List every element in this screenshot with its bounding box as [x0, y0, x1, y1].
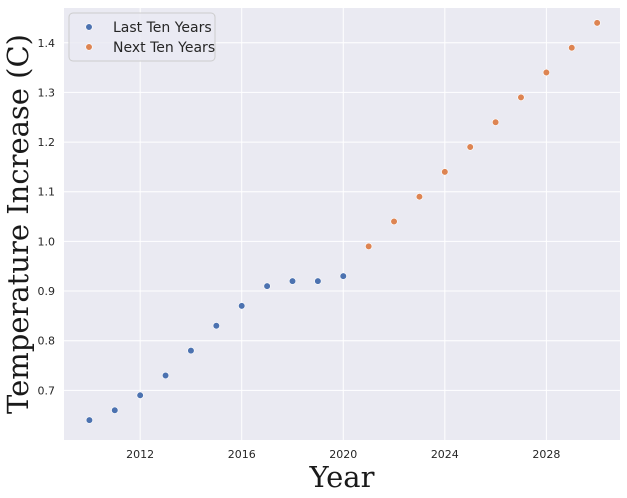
x-tick-label: 2028	[532, 448, 560, 461]
legend-box	[68, 12, 216, 62]
point-last-ten-years	[85, 416, 93, 424]
y-tick-label: 0.9	[38, 285, 56, 298]
point-next-ten-years	[593, 19, 601, 27]
grid-lines	[64, 8, 620, 440]
point-last-ten-years	[263, 282, 271, 290]
point-next-ten-years	[365, 242, 373, 250]
y-axis-label: Temperature Increase (C)	[1, 34, 35, 414]
point-last-ten-years	[314, 277, 322, 285]
x-tick-label: 2020	[329, 448, 357, 461]
point-last-ten-years	[238, 302, 246, 310]
point-next-ten-years	[390, 217, 398, 226]
x-axis-ticks: 2012 2016 2020 2024 2028	[126, 448, 560, 461]
y-tick-label: 0.8	[38, 335, 56, 348]
point-last-ten-years	[187, 347, 195, 355]
point-last-ten-years	[288, 277, 297, 285]
point-next-ten-years	[568, 44, 576, 52]
x-axis-label: Year	[309, 460, 375, 494]
point-next-ten-years	[441, 168, 449, 176]
point-next-ten-years	[517, 93, 525, 101]
y-tick-label: 0.7	[38, 384, 56, 397]
y-tick-label: 1.1	[38, 186, 56, 199]
point-next-ten-years	[542, 68, 550, 77]
point-last-ten-years	[136, 391, 144, 399]
y-tick-label: 1.3	[38, 86, 56, 99]
point-next-ten-years	[415, 193, 424, 201]
point-last-ten-years	[339, 272, 347, 280]
legend-marker-last-ten-years	[85, 23, 93, 31]
point-next-ten-years	[466, 143, 474, 151]
point-last-ten-years	[212, 322, 220, 330]
legend: Last Ten Years Next Ten Years	[68, 12, 216, 62]
plot-area	[64, 8, 620, 440]
y-tick-label: 1.0	[38, 235, 56, 248]
y-tick-label: 1.4	[38, 37, 56, 50]
y-tick-label: 1.2	[38, 136, 56, 149]
x-tick-label: 2024	[431, 448, 459, 461]
data-points	[85, 19, 601, 424]
x-tick-label: 2016	[228, 448, 256, 461]
y-axis-ticks: 0.7 0.8 0.9 1.0 1.1 1.2 1.3 1.4	[38, 37, 56, 398]
legend-label-next-ten-years: Next Ten Years	[113, 40, 215, 56]
legend-marker-next-ten-years	[85, 43, 93, 51]
point-last-ten-years	[161, 371, 170, 380]
legend-label-last-ten-years: Last Ten Years	[113, 20, 212, 36]
point-last-ten-years	[111, 406, 119, 414]
x-tick-label: 2012	[126, 448, 154, 461]
point-next-ten-years	[491, 118, 500, 126]
